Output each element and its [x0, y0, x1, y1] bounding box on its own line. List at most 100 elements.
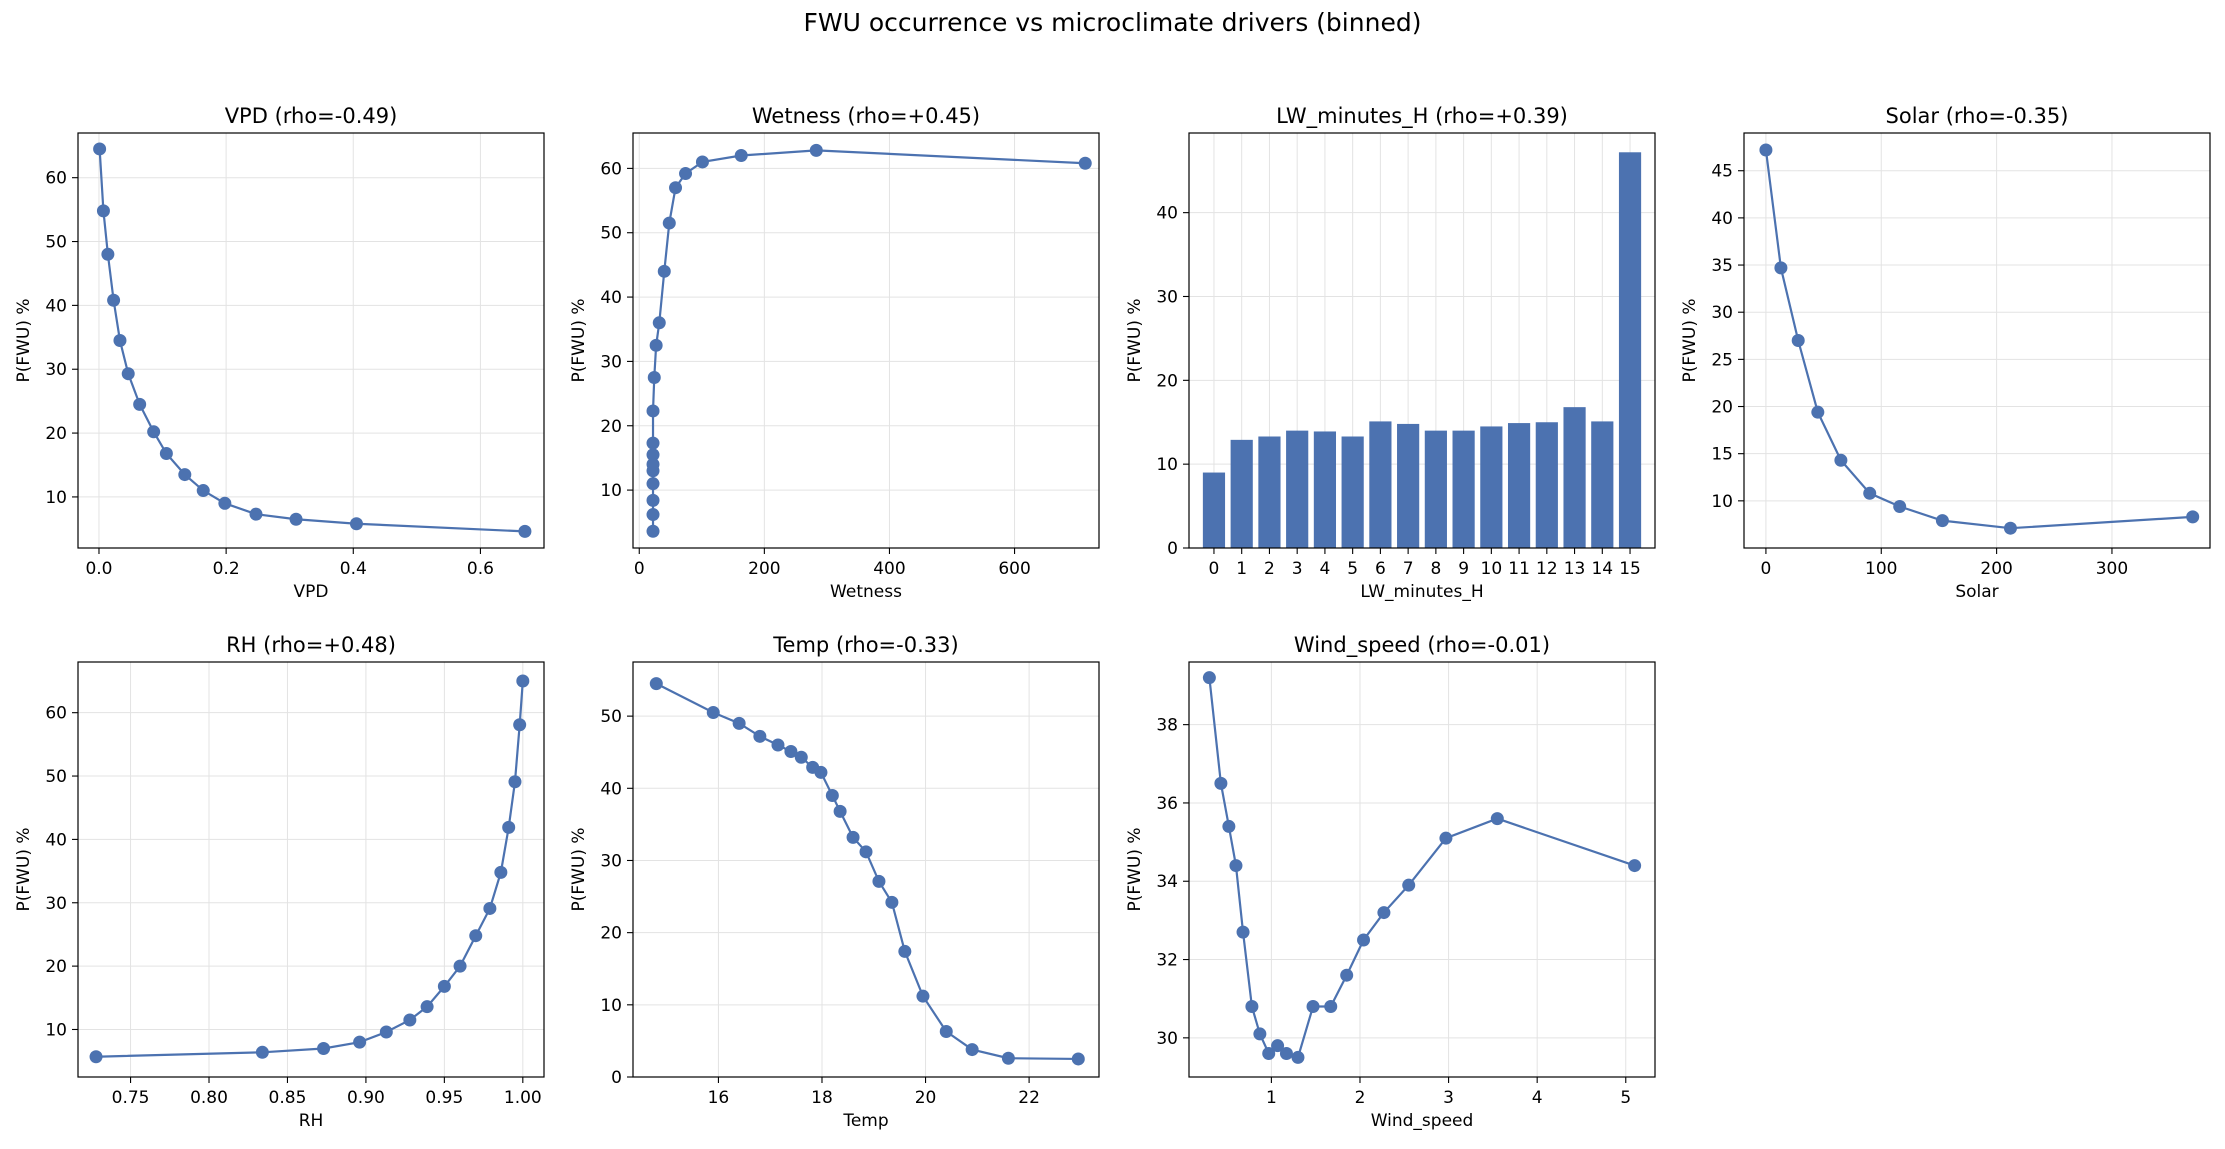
bar	[1591, 421, 1614, 548]
data-point	[939, 1025, 953, 1039]
data-point	[679, 167, 693, 181]
bar	[1341, 436, 1364, 548]
data-point	[349, 517, 363, 531]
y-tick-label: 30	[45, 894, 67, 914]
chart-title: LW_minutes_H (rho=+0.39)	[1276, 104, 1568, 129]
data-point	[403, 1013, 417, 1027]
data-point	[833, 804, 847, 818]
x-tick-label: 6	[1375, 559, 1386, 579]
data-point	[1202, 671, 1216, 685]
data-point	[508, 775, 522, 789]
x-tick-label: 22	[1018, 1088, 1040, 1108]
figure-title: FWU occurrence vs microclimate drivers (…	[803, 8, 1422, 37]
x-tick-label: 0.95	[425, 1088, 463, 1108]
series-line	[651, 149, 1086, 532]
data-point	[1439, 831, 1453, 845]
data-point	[794, 750, 808, 764]
y-tick-label: 10	[1711, 492, 1733, 512]
y-tick-label: 60	[45, 169, 67, 189]
y-tick-label: 40	[600, 288, 622, 308]
chart-vpd: 0.0 0.2 0.4 0.6 10 20 30 40 50 60 VPD (rho=-0.49) V…	[14, 104, 545, 602]
y-tick-label: 25	[1711, 350, 1733, 370]
data-point	[113, 334, 127, 347]
data-point	[218, 496, 232, 510]
data-point	[1279, 1047, 1293, 1061]
x-tick-label: 200	[1980, 559, 2012, 579]
y-axis-label: P(FWU) %	[569, 298, 589, 382]
axes-frame	[1743, 132, 2211, 549]
y-axis-label: P(FWU) %	[14, 298, 34, 382]
data-point	[646, 524, 660, 538]
x-tick-label: 7	[1403, 559, 1414, 579]
x-tick-label: 0.80	[190, 1088, 228, 1108]
data-point	[101, 247, 115, 261]
data-point	[1774, 261, 1788, 275]
y-tick-label: 40	[600, 779, 622, 799]
data-point	[133, 397, 147, 411]
x-tick-label: 300	[2096, 559, 2128, 579]
data-point	[1340, 968, 1354, 982]
chart-title: Wind_speed (rho=-0.01)	[1294, 633, 1550, 658]
bar	[1202, 472, 1226, 548]
x-tick-label: 2	[1355, 1088, 1366, 1108]
data-point	[420, 1000, 434, 1014]
y-tick-label: 40	[45, 830, 67, 850]
data-point	[1245, 1000, 1259, 1014]
data-point	[516, 674, 530, 688]
data-point	[809, 143, 823, 157]
data-point	[898, 944, 912, 958]
chart-title: Temp (rho=-0.33)	[772, 633, 958, 657]
y-tick-label: 0	[611, 1068, 622, 1088]
series-line	[96, 680, 524, 1058]
data-point	[646, 457, 660, 471]
x-tick-label: 1.00	[504, 1088, 542, 1108]
y-tick-label: 20	[600, 417, 622, 437]
y-tick-label: 36	[1156, 794, 1178, 814]
y-axis-label: P(FWU) %	[569, 827, 589, 911]
x-tick-label: 100	[1865, 559, 1897, 579]
data-point	[2003, 521, 2017, 535]
x-tick-label: 4	[1532, 1088, 1543, 1108]
data-point	[1893, 500, 1907, 513]
y-tick-label: 0	[1167, 539, 1178, 559]
axes-frame	[632, 132, 1100, 549]
x-tick-label: 16	[708, 1088, 730, 1108]
x-axis-label: Solar	[1955, 582, 1998, 602]
y-tick-label: 50	[45, 233, 67, 253]
x-tick-label: 0	[1209, 559, 1220, 579]
x-tick-label: 5	[1347, 559, 1358, 579]
y-tick-label: 32	[1156, 951, 1178, 971]
data-point	[1071, 1052, 1085, 1066]
data-point	[1863, 486, 1877, 500]
data-point	[695, 155, 709, 169]
data-point	[916, 989, 930, 1003]
axes-frame	[632, 661, 1100, 1078]
data-point	[453, 959, 467, 973]
data-point	[669, 181, 683, 195]
x-axis-label: RH	[299, 1111, 324, 1131]
x-axis-label: Temp	[842, 1111, 888, 1131]
series-line	[1208, 677, 1635, 1059]
data-point	[1229, 859, 1243, 873]
y-tick-label: 10	[1156, 455, 1178, 475]
y-tick-label: 60	[600, 159, 622, 179]
data-point	[469, 929, 483, 943]
y-axis-label: P(FWU) %	[1680, 298, 1700, 382]
bar	[1258, 436, 1281, 548]
data-point	[1236, 925, 1250, 939]
x-tick-label: 10	[1481, 559, 1503, 579]
x-tick-label: 20	[915, 1088, 937, 1108]
bar	[1286, 430, 1309, 548]
axes-frame	[1188, 661, 1656, 1078]
x-tick-label: 0	[1761, 559, 1772, 579]
data-point	[1262, 1047, 1276, 1061]
data-point	[2186, 510, 2200, 524]
data-point	[513, 718, 527, 732]
y-tick-label: 50	[45, 767, 67, 787]
x-tick-label: 1	[1236, 559, 1247, 579]
data-point	[814, 765, 828, 779]
x-tick-label: 5	[1620, 1088, 1631, 1108]
bar	[1480, 426, 1503, 548]
x-tick-label: 0.90	[347, 1088, 385, 1108]
x-axis-label: VPD	[294, 582, 329, 602]
